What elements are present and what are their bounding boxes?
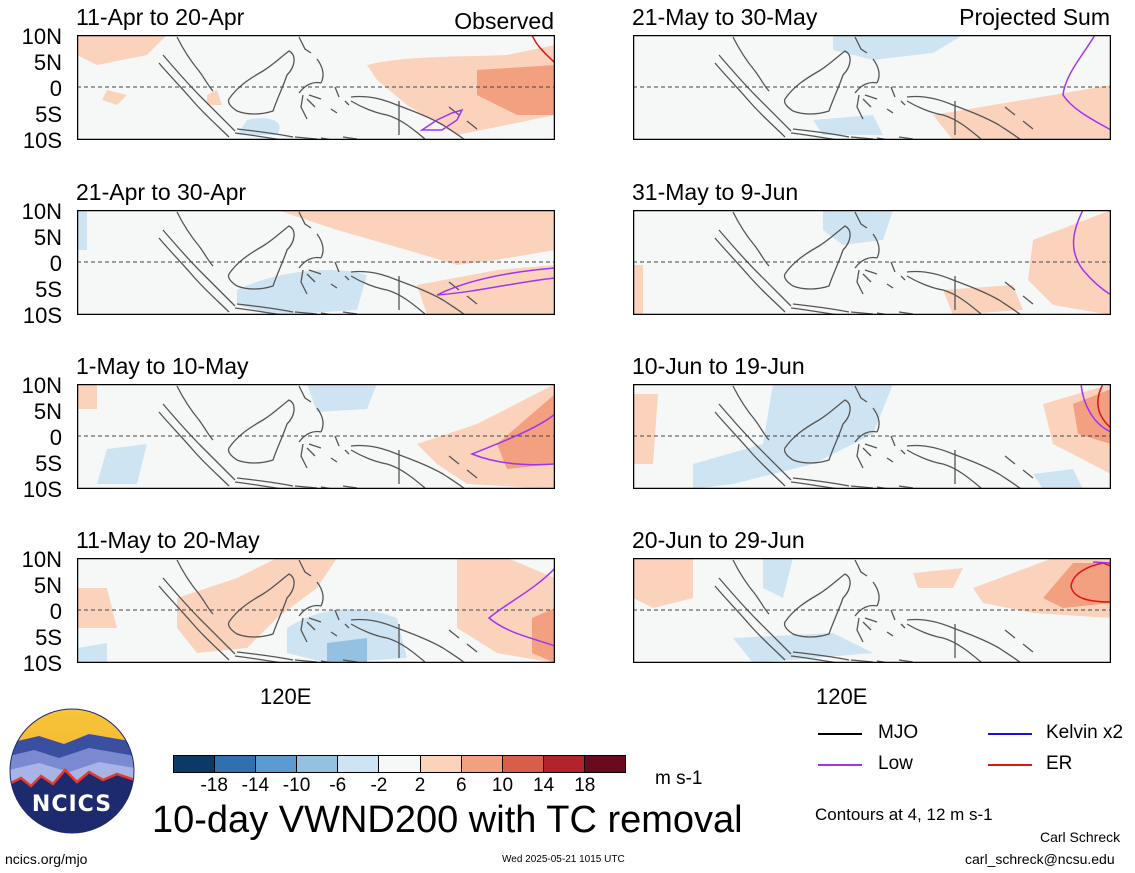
lat-label: 5S [35,277,62,302]
panel-title: 11-May to 20-May [76,527,260,553]
map-panel-6 [633,384,1111,489]
colorbar-tick-label: -2 [370,775,388,796]
lon-label-right: 120E [816,684,868,709]
lat-label: 5N [33,399,62,424]
colorbar-tick-label: -6 [329,775,347,796]
panel-title: 20-Jun to 29-Jun [632,527,805,553]
panel-title: 10-Jun to 19-Jun [632,353,805,379]
lat-label: 5S [35,451,62,476]
lat-label: 10S [22,303,62,328]
main-title: 10-day VWND200 with TC removal [152,799,743,841]
lon-label-left: 120E [260,684,312,709]
lat-label: 10N [21,547,62,572]
colorbar-tick-label: 10 [491,775,514,796]
lat-label: 10S [22,477,62,502]
map-canvas [633,558,1111,663]
colorbar-tick-label: -18 [200,775,228,796]
lat-label: 0 [49,76,62,101]
colorbar-swatch [543,756,585,772]
legend-line-low [818,764,862,766]
colorbar-swatch [584,756,626,772]
legend-line-mjo [818,733,862,735]
colorbar-swatch [297,756,339,772]
panel-title: 21-Apr to 30-Apr [76,179,247,205]
colorbar-tick-labels: -18 -14 -10 -6 -2 2 6 10 14 18 [173,776,626,798]
panel-label-observed: Observed [454,8,554,34]
colorbar-tick-label: 14 [533,775,555,796]
colorbar-tick-label: -14 [241,775,270,796]
panel-title: 21-May to 30-May [632,4,818,30]
lat-label: 5S [35,102,62,127]
lat-label: 10N [21,24,62,49]
colorbar-swatch [174,756,216,772]
panel-title: 31-May to 9-Jun [632,179,799,205]
legend-label-kelvin: Kelvin x2 [1046,722,1124,743]
colorbar-units: m s-1 [655,768,703,789]
lat-label: 10N [21,199,62,224]
lat-label: 5N [33,225,62,250]
legend-line-er [988,764,1032,766]
panel-label-projected: Projected Sum [959,4,1110,30]
lat-label: 0 [49,425,62,450]
lat-label: 5N [33,573,62,598]
map-canvas [77,210,555,315]
map-canvas [77,384,555,489]
legend-label-er: ER [1046,753,1073,774]
contours-note: Contours at 4, 12 m s-1 [815,805,993,824]
map-canvas [633,210,1111,315]
colorbar [173,755,626,773]
colorbar-swatch [215,756,257,772]
colorbar-tick-label: 2 [414,775,426,796]
colorbar-tick-label: 18 [574,775,596,796]
legend-label-mjo: MJO [878,722,919,743]
legend-label-low: Low [878,753,913,774]
ncics-logo: NCICS [9,708,135,834]
lat-label: 10S [22,651,62,676]
map-panel-5 [77,384,555,489]
lat-label: 5S [35,625,62,650]
colorbar-swatch [502,756,544,772]
map-panel-2 [633,35,1111,140]
map-panel-1 [77,35,555,140]
colorbar-swatch [256,756,298,772]
map-panel-4 [633,210,1111,315]
lat-label: 10N [21,373,62,398]
footer-url[interactable]: ncics.org/mjo [5,851,88,867]
lat-label: 0 [49,599,62,624]
map-panel-3 [77,210,555,315]
colorbar-tick-label: -10 [282,775,311,796]
map-canvas [633,35,1111,140]
footer-timestamp: Wed 2025-05-21 1015 UTC [502,854,625,865]
map-canvas [77,558,555,663]
map-canvas [633,384,1111,489]
footer-email[interactable]: carl_schreck@ncsu.edu [965,851,1115,867]
map-panel-8 [633,558,1111,663]
colorbar-swatch [338,756,380,772]
panel-title: 11-Apr to 20-Apr [76,4,245,30]
colorbar-tick-label: 6 [455,775,467,796]
colorbar-swatch [420,756,462,772]
logo-text: NCICS [31,792,113,817]
map-panel-7 [77,558,555,663]
colorbar-swatch [379,756,421,772]
lat-label: 5N [33,50,62,75]
lat-label: 10S [22,128,62,153]
panel-title: 1-May to 10-May [76,353,249,379]
map-canvas [77,35,555,140]
colorbar-swatch [461,756,503,772]
legend-line-kelvin [988,733,1032,735]
footer-author: Carl Schreck [1040,829,1121,845]
lat-label: 0 [49,251,62,276]
